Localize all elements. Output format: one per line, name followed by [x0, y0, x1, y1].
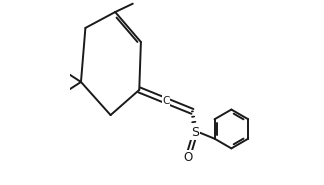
Text: S: S — [191, 126, 199, 139]
Text: C: C — [162, 96, 169, 106]
Text: O: O — [183, 151, 192, 164]
